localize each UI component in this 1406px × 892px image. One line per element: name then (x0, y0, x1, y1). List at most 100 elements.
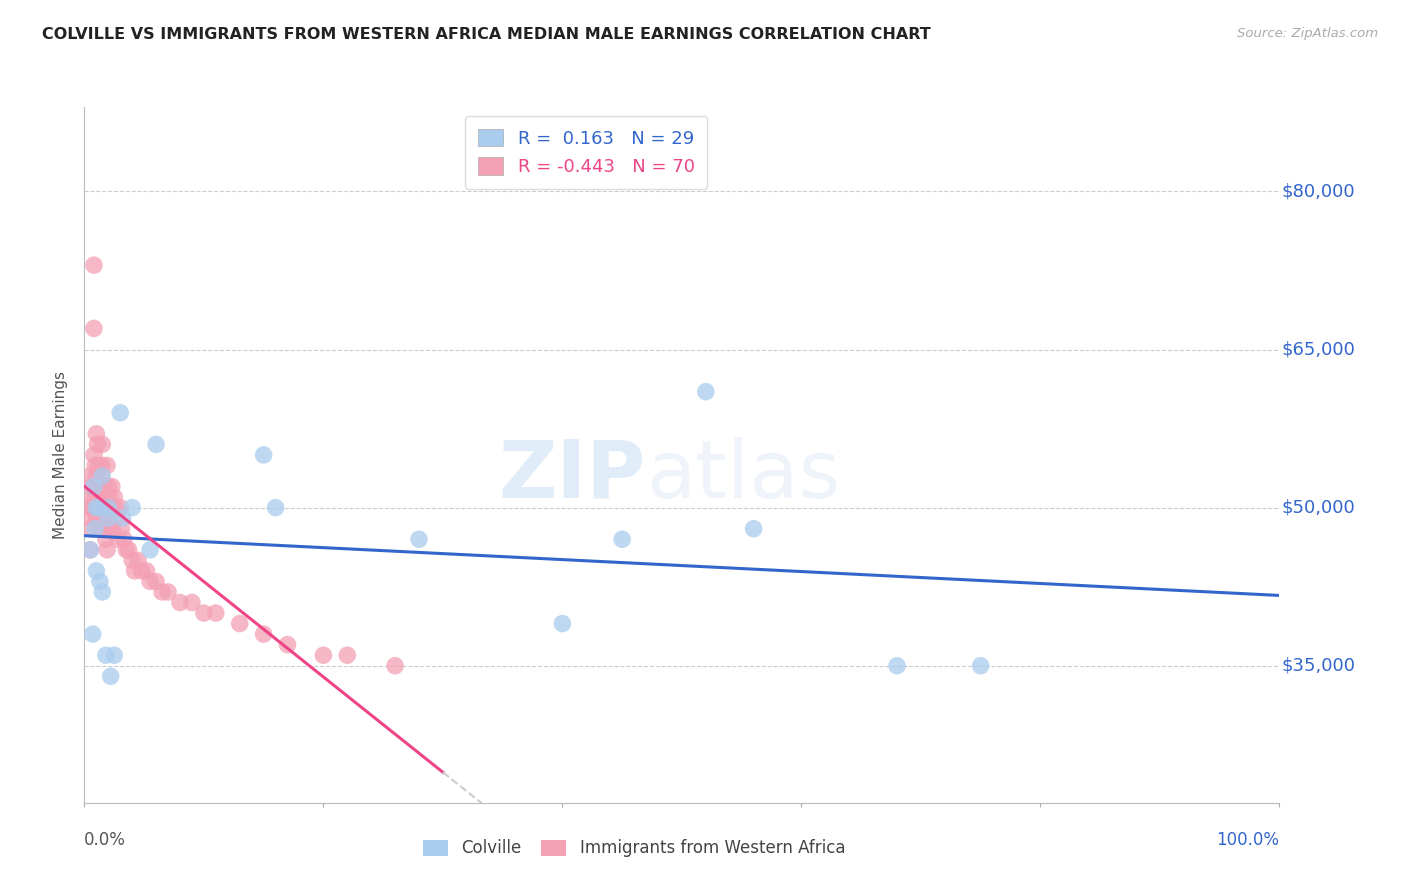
Point (145, 574, 167, 589)
Point (121, 553, 143, 567)
Point (86, 437, 108, 451)
Point (169, 595, 191, 609)
Point (110, 522, 132, 536)
Text: ZIP: ZIP (499, 437, 645, 515)
Point (91, 585, 114, 599)
Point (145, 437, 167, 451)
Point (100, 669, 122, 683)
Point (89, 511, 111, 525)
Point (87, 500, 110, 515)
Point (101, 522, 124, 536)
Point (117, 542, 139, 557)
Point (90, 522, 112, 536)
Point (124, 564, 146, 578)
Point (695, 384, 717, 399)
Y-axis label: Median Male Earnings: Median Male Earnings (53, 371, 69, 539)
Point (96, 542, 118, 557)
Text: $50,000: $50,000 (1282, 499, 1355, 516)
Point (98, 490, 121, 504)
Text: $35,000: $35,000 (1282, 657, 1355, 674)
Point (83, 258, 105, 272)
Point (97, 500, 120, 515)
Point (253, 627, 276, 641)
Point (253, 448, 276, 462)
Point (79, 511, 101, 525)
Point (84, 500, 107, 515)
Point (93, 522, 115, 536)
Point (86, 479, 108, 493)
Point (336, 648, 359, 663)
Point (150, 585, 173, 599)
Point (89, 490, 111, 504)
Point (84, 511, 107, 525)
Point (139, 542, 162, 557)
Point (107, 533, 129, 547)
Point (886, 658, 908, 673)
Point (84, 458, 107, 473)
Legend: Colville, Immigrants from Western Africa: Colville, Immigrants from Western Africa (416, 833, 852, 864)
Point (139, 574, 162, 589)
Point (84, 500, 107, 515)
Point (79, 522, 101, 536)
Text: $65,000: $65,000 (1282, 341, 1355, 359)
Text: $80,000: $80,000 (1282, 182, 1355, 201)
Point (91, 500, 114, 515)
Point (94, 490, 117, 504)
Point (127, 553, 149, 567)
Point (157, 585, 180, 599)
Point (121, 500, 143, 515)
Point (264, 500, 287, 515)
Point (610, 533, 633, 547)
Point (93, 479, 115, 493)
Point (94, 648, 117, 663)
Point (970, 658, 993, 673)
Point (94, 533, 117, 547)
Point (193, 606, 215, 620)
Point (101, 479, 124, 493)
Point (83, 321, 105, 335)
Point (103, 490, 125, 504)
Point (205, 606, 228, 620)
Point (84, 469, 107, 483)
Point (312, 648, 335, 663)
Point (103, 648, 125, 663)
Point (82, 500, 104, 515)
Text: COLVILLE VS IMMIGRANTS FROM WESTERN AFRICA MEDIAN MALE EARNINGS CORRELATION CHAR: COLVILLE VS IMMIGRANTS FROM WESTERN AFRI… (42, 27, 931, 42)
Point (115, 542, 138, 557)
Point (87, 500, 110, 515)
Point (83, 479, 105, 493)
Point (84, 522, 107, 536)
Point (79, 469, 101, 483)
Point (276, 638, 298, 652)
Point (97, 500, 120, 515)
Point (100, 522, 122, 536)
Point (93, 511, 115, 525)
Point (83, 448, 105, 462)
Point (79, 500, 101, 515)
Point (79, 542, 101, 557)
Point (105, 511, 128, 525)
Text: 100.0%: 100.0% (1216, 830, 1279, 848)
Point (80, 479, 103, 493)
Point (97, 479, 120, 493)
Point (84, 490, 107, 504)
Point (96, 458, 118, 473)
Point (408, 533, 430, 547)
Text: atlas: atlas (645, 437, 841, 515)
Point (89, 574, 111, 589)
Point (384, 658, 406, 673)
Point (87, 458, 110, 473)
Text: 0.0%: 0.0% (84, 830, 127, 848)
Point (91, 458, 114, 473)
Point (104, 500, 127, 515)
Point (742, 522, 765, 536)
Point (551, 616, 574, 631)
Text: Source: ZipAtlas.com: Source: ZipAtlas.com (1237, 27, 1378, 40)
Point (97, 511, 120, 525)
Point (82, 627, 104, 641)
Point (82, 490, 104, 504)
Point (90, 469, 112, 483)
Point (100, 500, 122, 515)
Point (111, 511, 134, 525)
Point (112, 533, 135, 547)
